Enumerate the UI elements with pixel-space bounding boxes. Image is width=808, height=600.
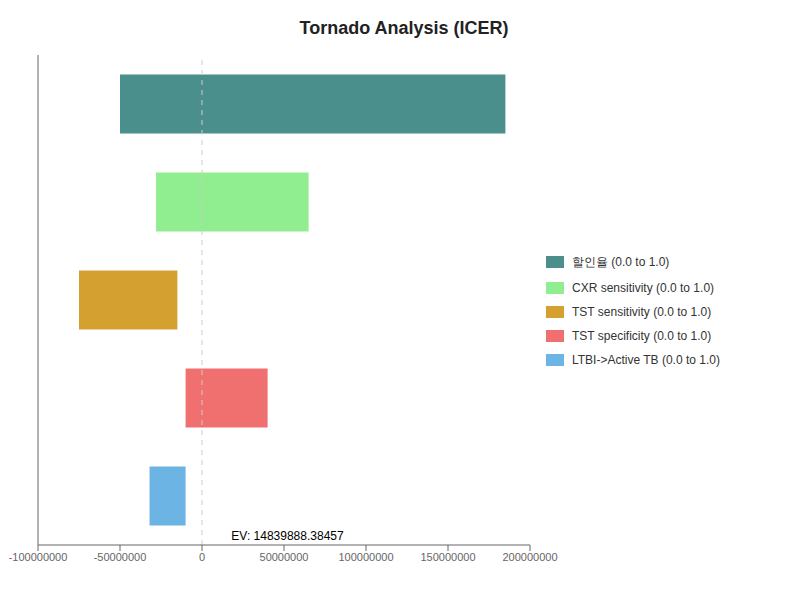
html-text:TST specificity (0.0 to 1.0): TST specificity (0.0 to 1.0) <box>572 328 712 343</box>
html-text:Tornado Analysis (ICER): Tornado Analysis (ICER) <box>299 18 509 38</box>
svg-text:200000000: 200000000 <box>502 551 557 563</box>
svg-text:50000000: 50000000 <box>260 551 309 563</box>
svg-text:-100000000: -100000000 <box>9 551 68 563</box>
html-text:LTBI->Active TB (0.0 to 1.0): LTBI->Active TB (0.0 to 1.0) <box>572 352 720 367</box>
html-text:CXR sensitivity (0.0 to 1.0): CXR sensitivity (0.0 to 1.0) <box>572 280 715 295</box>
svg-text:150000000: 150000000 <box>420 551 475 563</box>
svg-text:EV: 14839888.38457: EV: 14839888.38457 <box>231 529 344 543</box>
svg-text:-50000000: -50000000 <box>94 551 147 563</box>
html-text:할인율 (0.0 to 1.0): 할인율 (0.0 to 1.0) <box>572 254 670 269</box>
html-text:TST sensitivity (0.0 to 1.0): TST sensitivity (0.0 to 1.0) <box>572 304 712 319</box>
svg-text:100000000: 100000000 <box>338 551 393 563</box>
svg-text:0: 0 <box>199 551 205 563</box>
